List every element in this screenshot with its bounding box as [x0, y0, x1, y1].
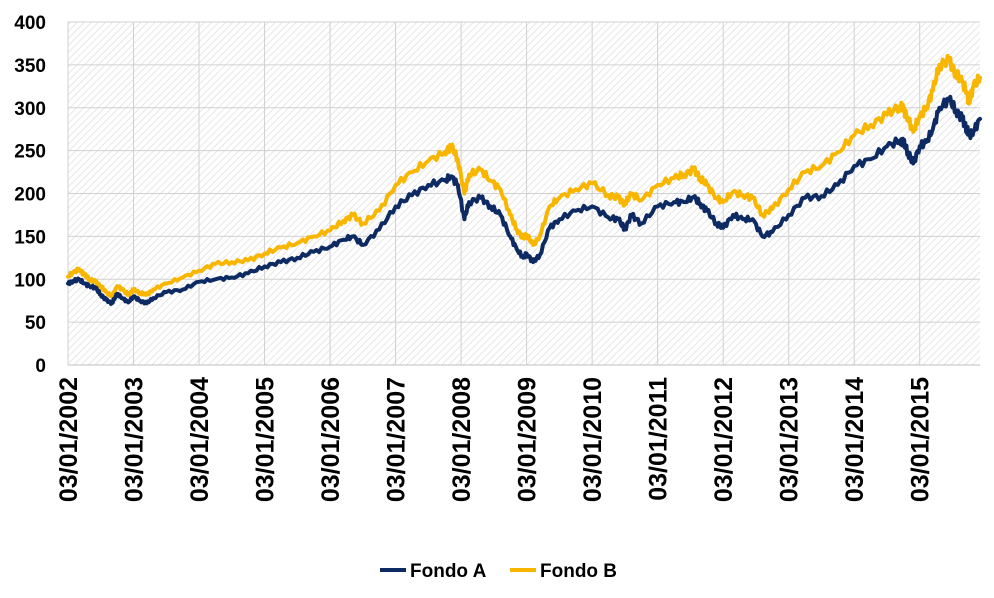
- x-tick-label-2012: 03/01/2012: [710, 377, 738, 502]
- x-tick-label-2002: 03/01/2002: [55, 377, 83, 502]
- x-tick-label-2006: 03/01/2006: [317, 377, 345, 502]
- x-tick-label-2007: 03/01/2007: [383, 377, 411, 502]
- x-tick-label-2008: 03/01/2008: [448, 377, 476, 502]
- x-tick-label-2005: 03/01/2005: [252, 377, 280, 502]
- legend-label-fondo-b: Fondo B: [540, 561, 617, 582]
- series-layer: [66, 53, 982, 306]
- y-tick-label-300: 300: [14, 99, 46, 120]
- y-tick-label-0: 0: [35, 356, 46, 377]
- x-tick-label-2009: 03/01/2009: [514, 377, 542, 502]
- x-tick-label-2003: 03/01/2003: [121, 377, 149, 502]
- x-axis: 03/01/2002 03/01/2003 03/01/2004 03/01/2005…: [55, 377, 935, 502]
- y-tick-label-50: 50: [25, 313, 46, 334]
- y-tick-label-350: 350: [14, 56, 46, 77]
- x-tick-label-2010: 03/01/2010: [579, 377, 607, 502]
- y-tick-label-200: 200: [14, 185, 46, 206]
- series-line-fondo-a: [66, 94, 982, 306]
- legend-label-fondo-a: Fondo A: [410, 561, 487, 582]
- y-tick-label-400: 400: [14, 13, 46, 34]
- x-tick-label-2011: 03/01/2011: [645, 377, 673, 501]
- legend: Fondo A Fondo B: [380, 561, 617, 582]
- series-line-fondo-b: [66, 53, 982, 299]
- x-tick-label-2014: 03/01/2014: [841, 377, 869, 502]
- x-tick-label-2004: 03/01/2004: [186, 377, 214, 502]
- x-tick-label-2015: 03/01/2015: [907, 377, 935, 502]
- y-axis: 0 50 100 150 200 250 300 350 400: [14, 13, 46, 377]
- y-tick-label-100: 100: [14, 270, 46, 291]
- x-tick-label-2013: 03/01/2013: [776, 377, 804, 502]
- y-tick-label-250: 250: [14, 142, 46, 163]
- y-tick-label-150: 150: [14, 227, 46, 248]
